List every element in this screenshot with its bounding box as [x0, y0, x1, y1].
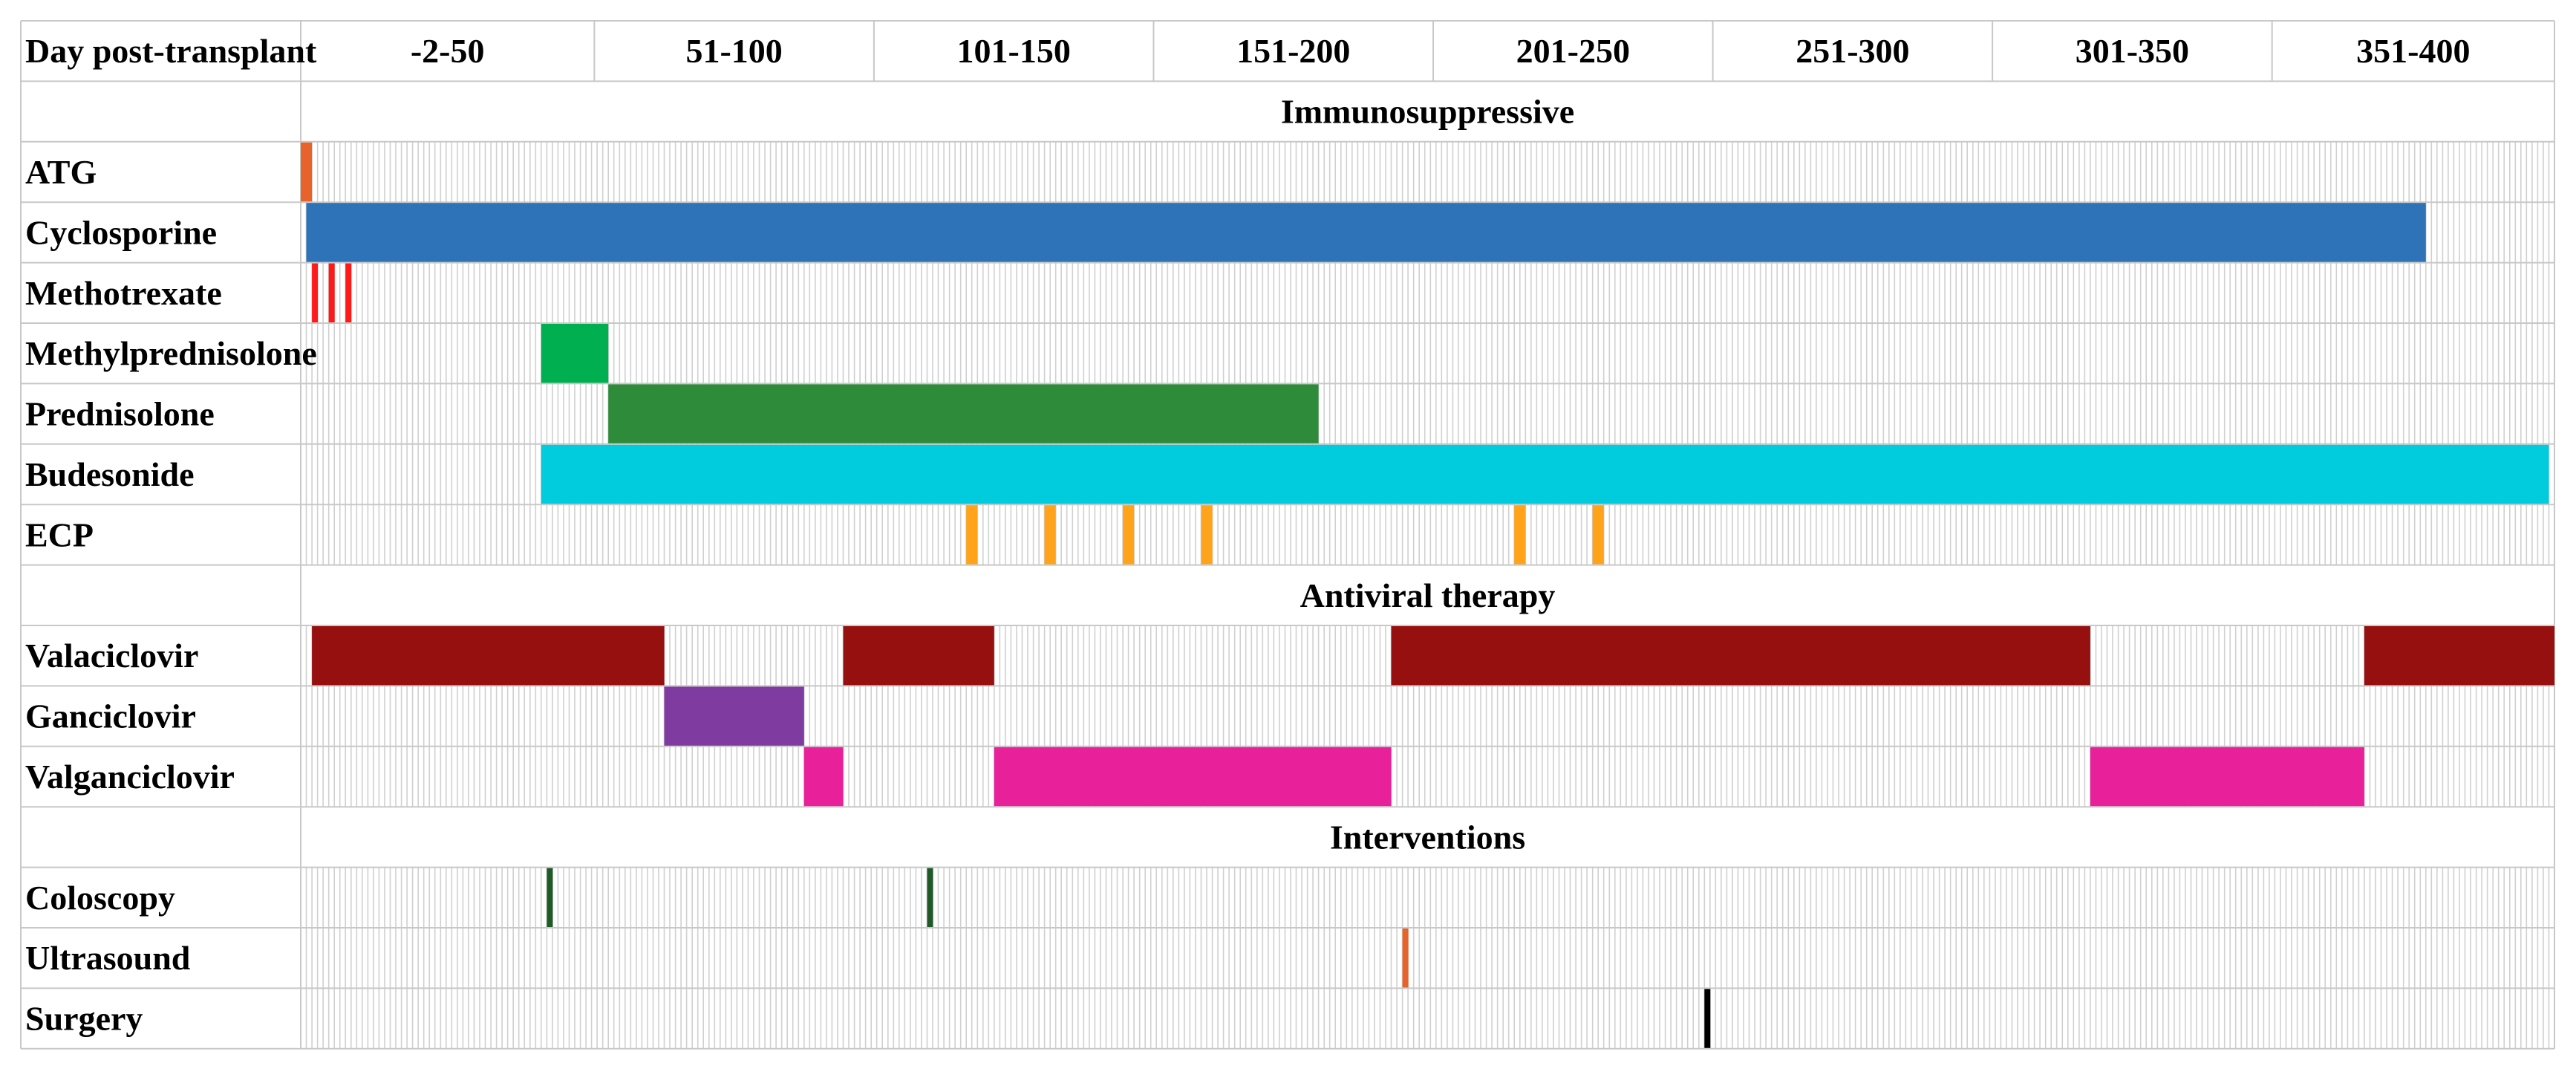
bar-valganciclovir-2 [2090, 747, 2364, 807]
day-grid [300, 686, 2555, 747]
day-grid [300, 504, 2555, 565]
bar-ganciclovir-0 [664, 686, 804, 746]
bar-methylprednisolone-0 [541, 324, 609, 383]
day-grid [300, 262, 2555, 323]
row-label-atg: ATG [25, 153, 97, 191]
bar-valaciclovir-3 [2364, 626, 2554, 686]
bar-ecp-3 [1201, 505, 1213, 565]
day-grid [300, 928, 2555, 989]
bar-ecp-4 [1514, 505, 1526, 565]
row-label-budesonide: Budesonide [25, 455, 195, 493]
row-label-ultrasound: Ultrasound [25, 939, 191, 977]
bar-valganciclovir-0 [803, 747, 844, 807]
row-label-cyclosporine: Cyclosporine [25, 213, 217, 251]
bar-coloscopy-0 [547, 868, 553, 927]
section-title-1: Antiviral therapy [1300, 576, 1556, 614]
period-label-1: 51-100 [685, 32, 782, 70]
row-label-valganciclovir: Valganciclovir [25, 758, 235, 796]
period-label-7: 351-400 [2356, 32, 2470, 70]
row-label-ecp: ECP [25, 516, 94, 553]
row-label-coloscopy: Coloscopy [25, 879, 175, 917]
bar-ecp-1 [1044, 505, 1056, 565]
bar-ecp-5 [1592, 505, 1604, 565]
header-label: Day post-transplant [25, 32, 317, 70]
bar-surgery-0 [1704, 989, 1711, 1048]
day-grid [300, 323, 2555, 384]
bar-valaciclovir-1 [843, 626, 994, 686]
bar-coloscopy-1 [927, 868, 933, 927]
period-label-6: 301-350 [2076, 32, 2189, 70]
bar-valaciclovir-0 [312, 626, 665, 686]
bar-methotrexate-2 [345, 263, 352, 322]
bar-ecp-0 [966, 505, 978, 565]
row-label-ganciclovir: Ganciclovir [25, 698, 196, 735]
row-label-surgery: Surgery [25, 1000, 143, 1038]
period-label-5: 251-300 [1796, 32, 1909, 70]
section-title-2: Interventions [1330, 818, 1525, 856]
period-label-4: 201-250 [1516, 32, 1630, 70]
period-label-2: 101-150 [957, 32, 1071, 70]
bar-valaciclovir-2 [1391, 626, 2090, 686]
bar-budesonide-0 [541, 444, 2549, 504]
bar-cyclosporine-0 [306, 203, 2426, 262]
day-grid [300, 141, 2555, 203]
bar-atg-0 [301, 142, 313, 202]
bar-ecp-2 [1123, 505, 1135, 565]
day-grid [300, 988, 2555, 1049]
bar-methotrexate-1 [328, 263, 335, 322]
bar-ultrasound-0 [1402, 929, 1409, 988]
section-title-0: Immunosuppressive [1281, 93, 1574, 131]
row-label-valaciclovir: Valaciclovir [25, 637, 198, 674]
period-label-0: -2-50 [411, 32, 485, 70]
bar-prednisolone-0 [608, 384, 1319, 443]
period-label-3: 151-200 [1236, 32, 1350, 70]
row-label-methotrexate: Methotrexate [25, 274, 222, 312]
day-grid [300, 867, 2555, 928]
row-label-prednisolone: Prednisolone [25, 395, 215, 433]
row-label-methylprednisolone: Methylprednisolone [25, 334, 317, 372]
bar-valganciclovir-1 [994, 747, 1392, 807]
bar-methotrexate-0 [312, 263, 319, 322]
